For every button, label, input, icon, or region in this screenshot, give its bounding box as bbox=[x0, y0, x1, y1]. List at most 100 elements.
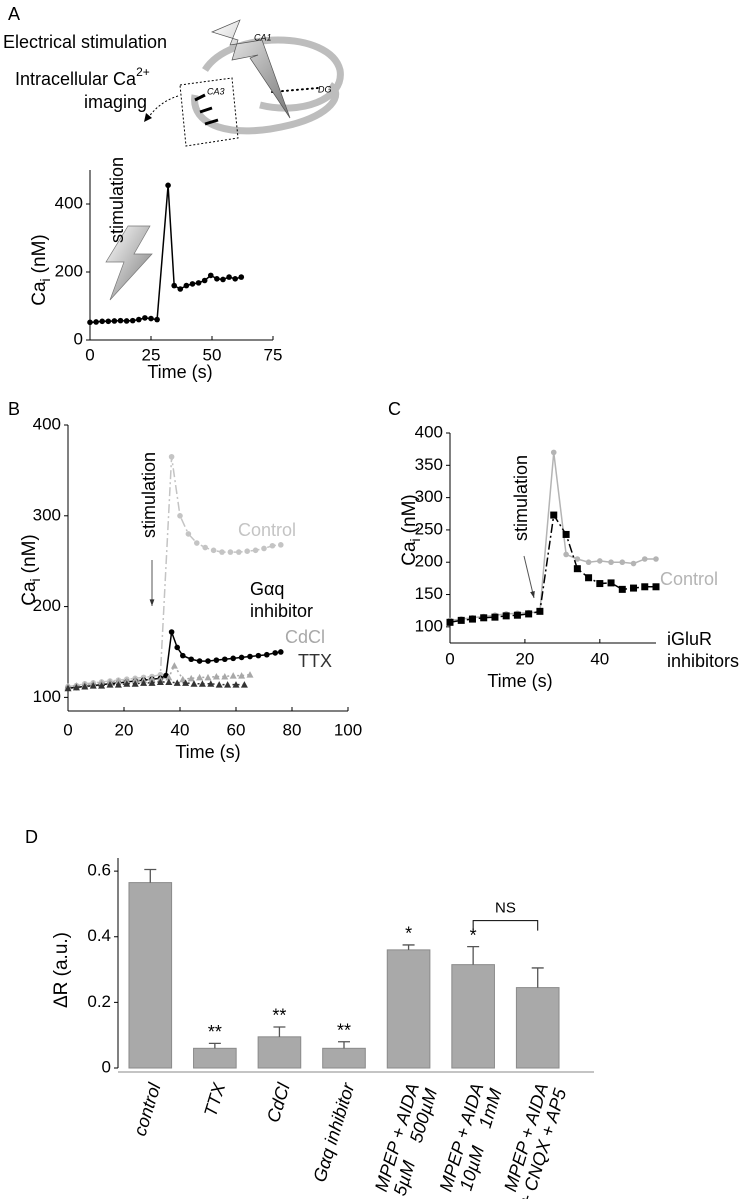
data-point bbox=[179, 675, 187, 683]
data-point bbox=[201, 277, 208, 284]
data-point bbox=[457, 616, 465, 624]
data-point bbox=[238, 654, 245, 661]
x-tick-label: 40 bbox=[171, 720, 190, 739]
data-point bbox=[173, 679, 181, 686]
label-subscript: i bbox=[407, 538, 423, 541]
data-point bbox=[652, 583, 660, 591]
data-point bbox=[550, 511, 558, 519]
data-point bbox=[174, 644, 180, 651]
data-point bbox=[269, 542, 276, 549]
data-point bbox=[131, 676, 139, 684]
x-tick-label: TTX bbox=[200, 1080, 229, 1119]
label-part: (nM) bbox=[29, 234, 50, 273]
data-point bbox=[221, 672, 229, 680]
annotation: stimulation bbox=[139, 452, 159, 538]
data-point bbox=[123, 680, 131, 687]
data-point bbox=[246, 671, 254, 678]
bar bbox=[193, 1047, 237, 1069]
data-point bbox=[252, 547, 259, 554]
y-tick-label: 100 bbox=[415, 616, 443, 635]
error-bar bbox=[402, 944, 415, 950]
label-subscript: i bbox=[37, 278, 53, 281]
data-point bbox=[190, 680, 198, 687]
label-part: Ca bbox=[19, 581, 40, 606]
x-tick-label: 75 bbox=[264, 345, 283, 364]
data-point bbox=[64, 684, 72, 692]
data-point bbox=[106, 681, 114, 688]
x-tick-label: control bbox=[130, 1080, 165, 1138]
bar bbox=[322, 1047, 366, 1069]
y-axis-label: Cai (nM) bbox=[19, 534, 43, 605]
data-point bbox=[204, 673, 212, 681]
data-point bbox=[168, 453, 175, 460]
y-tick-label: 0.2 bbox=[87, 992, 111, 1011]
data-point bbox=[154, 316, 160, 323]
data-point bbox=[180, 652, 186, 659]
data-point bbox=[238, 274, 245, 280]
bar bbox=[257, 1036, 302, 1069]
data-point bbox=[619, 559, 626, 566]
panel-label: C bbox=[388, 399, 401, 419]
data-point bbox=[165, 678, 173, 685]
data-point bbox=[189, 281, 196, 287]
stimulation-bolt bbox=[210, 19, 291, 119]
region-label: DG bbox=[318, 84, 332, 94]
x-tick-label: 40 bbox=[590, 649, 609, 668]
y-tick-label: 200 bbox=[55, 261, 83, 280]
bar bbox=[515, 987, 560, 1069]
bar bbox=[451, 964, 495, 1069]
data-point bbox=[214, 276, 220, 282]
bracket-label: NS bbox=[495, 900, 516, 917]
data-point bbox=[597, 558, 603, 564]
data-point bbox=[140, 679, 148, 686]
label-part: (nM) bbox=[19, 534, 40, 573]
x-tick-label: 20 bbox=[515, 649, 534, 668]
data-point bbox=[105, 318, 112, 325]
data-point bbox=[224, 681, 232, 688]
data-point bbox=[630, 560, 637, 567]
error-bar bbox=[338, 1041, 350, 1049]
y-tick-label: 0 bbox=[74, 329, 83, 348]
series-line bbox=[449, 512, 656, 624]
y-tick-label: 400 bbox=[55, 193, 83, 212]
data-point bbox=[272, 650, 279, 656]
series-line bbox=[67, 631, 281, 690]
x-axis-label: Time (s) bbox=[175, 742, 240, 762]
series-label-box: Control bbox=[660, 569, 718, 589]
schematic-label: imaging bbox=[84, 92, 147, 112]
data-point bbox=[210, 547, 217, 554]
series-label: iGluR inhibitors bbox=[667, 629, 740, 671]
region-label: CA1 bbox=[254, 32, 272, 42]
data-point bbox=[238, 672, 246, 679]
data-point bbox=[618, 585, 626, 593]
x-tick-label: 60 bbox=[227, 720, 246, 739]
arrow-head bbox=[149, 599, 155, 606]
y-tick-label: 400 bbox=[415, 422, 443, 441]
data-point bbox=[220, 276, 226, 283]
data-point bbox=[502, 612, 510, 620]
data-point bbox=[81, 682, 89, 690]
x-tick-label: CdCl bbox=[263, 1080, 294, 1125]
data-point bbox=[207, 680, 215, 687]
series-label: Control bbox=[238, 520, 297, 540]
data-point bbox=[202, 544, 208, 551]
bar bbox=[386, 949, 431, 1069]
series-label-box: Gαq inhibitor bbox=[250, 579, 313, 621]
data-point bbox=[562, 530, 570, 538]
data-point bbox=[219, 549, 225, 555]
data-point bbox=[185, 531, 192, 537]
data-point bbox=[205, 658, 211, 664]
x-tick-label: 0 bbox=[445, 649, 454, 668]
annotation: stimulation bbox=[511, 455, 531, 541]
y-tick-label: 0 bbox=[102, 1057, 111, 1076]
data-point bbox=[177, 286, 184, 292]
data-point bbox=[630, 584, 638, 592]
data-point bbox=[117, 317, 124, 324]
data-point bbox=[232, 276, 238, 282]
data-point bbox=[261, 545, 267, 552]
data-point bbox=[573, 565, 581, 573]
y-axis-label: Cai (nM) bbox=[399, 494, 423, 565]
y-axis-label: ΔR (a.u.) bbox=[51, 932, 72, 1008]
annotation: stimulation bbox=[107, 157, 127, 243]
data-point bbox=[212, 672, 220, 680]
